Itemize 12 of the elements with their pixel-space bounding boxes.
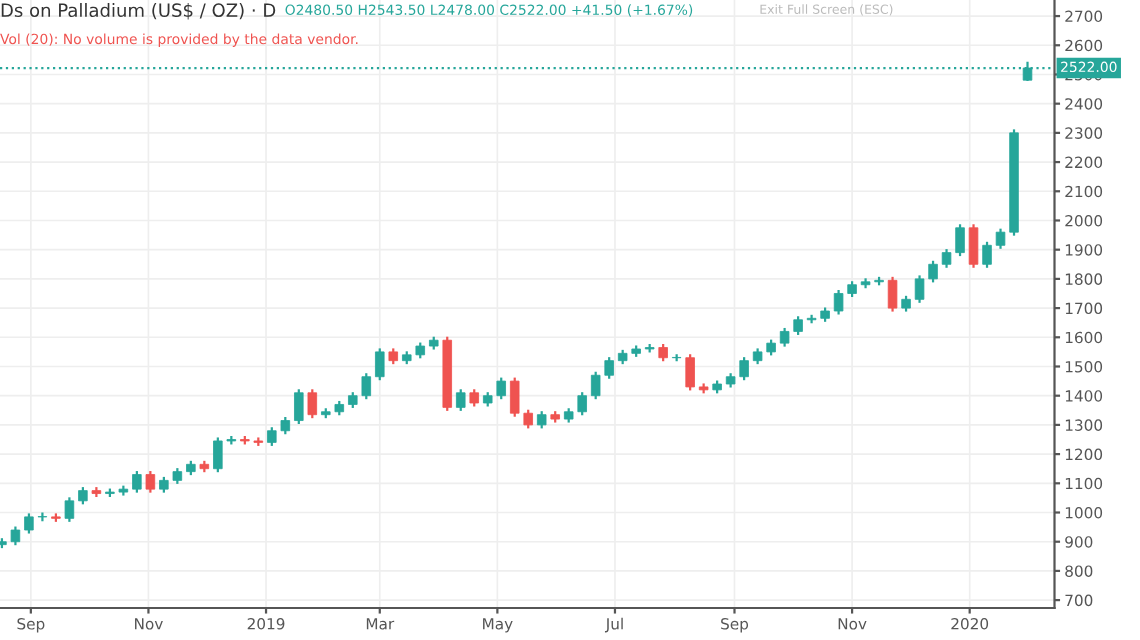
candlestick [64,496,75,523]
candlestick [968,223,979,269]
candlestick [294,388,304,426]
candlestick [685,353,695,392]
candlestick [145,469,156,494]
candlestick [982,240,992,269]
candlestick [307,388,318,420]
candlestick [375,347,385,382]
candlestick [887,275,898,313]
chart-title: Ds on Palladium (US$ / OZ) · D [1,3,276,20]
candlestick [455,388,466,412]
candlestick [132,469,142,494]
